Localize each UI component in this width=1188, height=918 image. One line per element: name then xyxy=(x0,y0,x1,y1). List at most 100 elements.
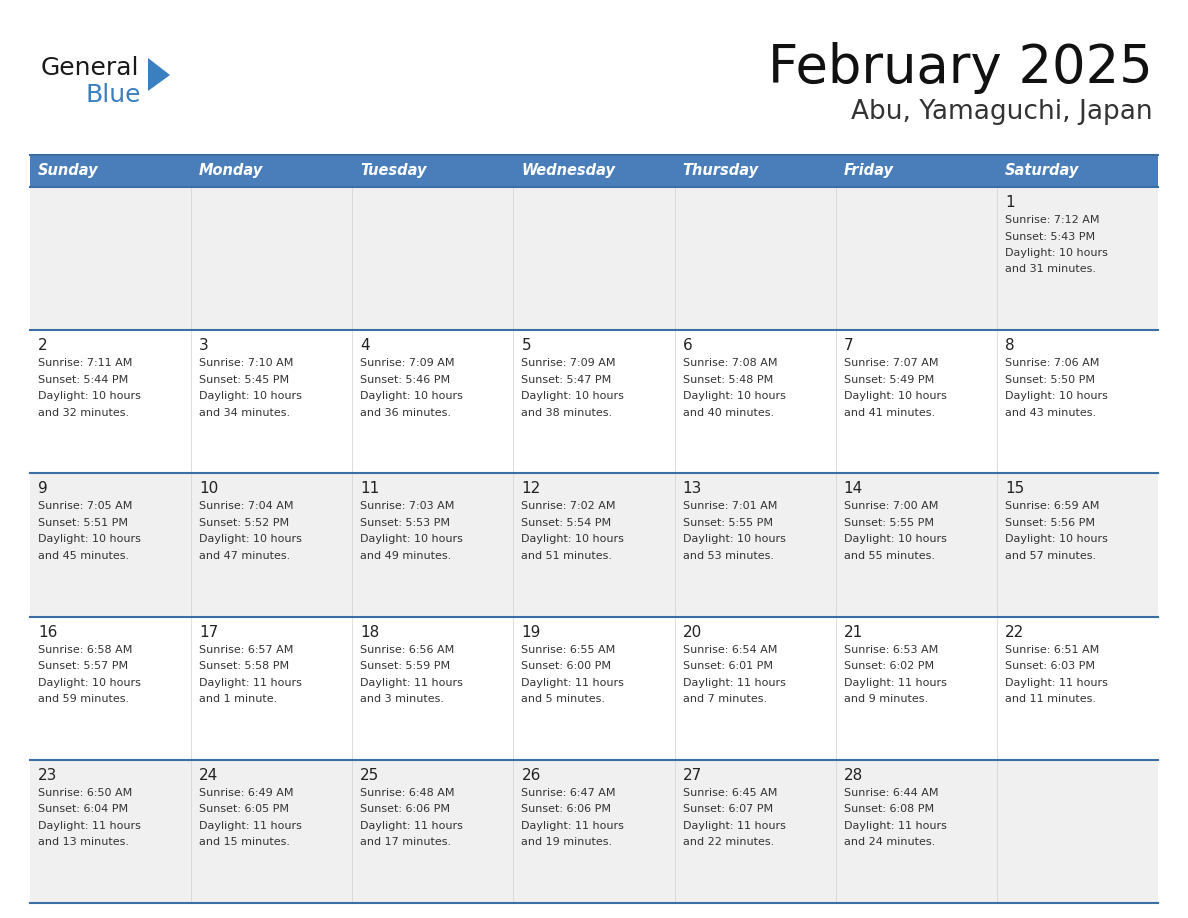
Text: 13: 13 xyxy=(683,481,702,497)
Text: and 45 minutes.: and 45 minutes. xyxy=(38,551,129,561)
Text: 12: 12 xyxy=(522,481,541,497)
Text: Daylight: 10 hours: Daylight: 10 hours xyxy=(683,391,785,401)
Text: Daylight: 10 hours: Daylight: 10 hours xyxy=(38,534,141,544)
Text: Sunset: 6:07 PM: Sunset: 6:07 PM xyxy=(683,804,772,814)
Text: and 43 minutes.: and 43 minutes. xyxy=(1005,408,1097,418)
Text: Daylight: 10 hours: Daylight: 10 hours xyxy=(1005,534,1107,544)
Text: Sunrise: 7:08 AM: Sunrise: 7:08 AM xyxy=(683,358,777,368)
Text: Sunrise: 6:51 AM: Sunrise: 6:51 AM xyxy=(1005,644,1099,655)
Bar xyxy=(191,155,353,187)
Text: and 9 minutes.: and 9 minutes. xyxy=(843,694,928,704)
Text: 6: 6 xyxy=(683,338,693,353)
Text: Sunset: 5:46 PM: Sunset: 5:46 PM xyxy=(360,375,450,385)
Bar xyxy=(513,155,675,187)
Text: and 34 minutes.: and 34 minutes. xyxy=(200,408,290,418)
Text: 3: 3 xyxy=(200,338,209,353)
Text: Sunrise: 6:47 AM: Sunrise: 6:47 AM xyxy=(522,788,615,798)
Text: Sunset: 6:06 PM: Sunset: 6:06 PM xyxy=(522,804,612,814)
Text: Daylight: 10 hours: Daylight: 10 hours xyxy=(683,534,785,544)
Text: and 31 minutes.: and 31 minutes. xyxy=(1005,264,1095,274)
Text: Sunrise: 6:49 AM: Sunrise: 6:49 AM xyxy=(200,788,293,798)
Text: Sunrise: 7:01 AM: Sunrise: 7:01 AM xyxy=(683,501,777,511)
Bar xyxy=(30,617,1158,760)
Text: Friday: Friday xyxy=(843,163,893,178)
Text: 8: 8 xyxy=(1005,338,1015,353)
Text: Daylight: 11 hours: Daylight: 11 hours xyxy=(360,677,463,688)
Text: Daylight: 11 hours: Daylight: 11 hours xyxy=(843,677,947,688)
Text: 10: 10 xyxy=(200,481,219,497)
Bar xyxy=(835,155,997,187)
Text: Daylight: 10 hours: Daylight: 10 hours xyxy=(200,534,302,544)
Text: Daylight: 11 hours: Daylight: 11 hours xyxy=(522,677,625,688)
Bar xyxy=(675,155,835,187)
Text: Sunday: Sunday xyxy=(38,163,99,178)
Text: and 36 minutes.: and 36 minutes. xyxy=(360,408,451,418)
Text: Sunset: 6:05 PM: Sunset: 6:05 PM xyxy=(200,804,289,814)
Text: February 2025: February 2025 xyxy=(769,42,1154,94)
Text: Daylight: 10 hours: Daylight: 10 hours xyxy=(843,391,947,401)
Text: Sunset: 6:01 PM: Sunset: 6:01 PM xyxy=(683,661,772,671)
Text: Saturday: Saturday xyxy=(1005,163,1079,178)
Text: Sunset: 5:43 PM: Sunset: 5:43 PM xyxy=(1005,231,1095,241)
Text: Sunrise: 6:44 AM: Sunrise: 6:44 AM xyxy=(843,788,939,798)
Text: Daylight: 10 hours: Daylight: 10 hours xyxy=(200,391,302,401)
Text: Sunrise: 7:00 AM: Sunrise: 7:00 AM xyxy=(843,501,939,511)
Text: and 47 minutes.: and 47 minutes. xyxy=(200,551,290,561)
Text: Sunset: 5:51 PM: Sunset: 5:51 PM xyxy=(38,518,128,528)
Text: and 7 minutes.: and 7 minutes. xyxy=(683,694,766,704)
Text: Sunrise: 7:09 AM: Sunrise: 7:09 AM xyxy=(360,358,455,368)
Text: Sunrise: 7:04 AM: Sunrise: 7:04 AM xyxy=(200,501,293,511)
Text: Sunset: 5:52 PM: Sunset: 5:52 PM xyxy=(200,518,289,528)
Text: and 57 minutes.: and 57 minutes. xyxy=(1005,551,1097,561)
Text: Sunset: 6:02 PM: Sunset: 6:02 PM xyxy=(843,661,934,671)
Text: General: General xyxy=(40,56,139,80)
Bar xyxy=(30,155,191,187)
Text: Sunrise: 7:07 AM: Sunrise: 7:07 AM xyxy=(843,358,939,368)
Text: Sunset: 6:06 PM: Sunset: 6:06 PM xyxy=(360,804,450,814)
Text: Daylight: 10 hours: Daylight: 10 hours xyxy=(360,534,463,544)
Text: and 17 minutes.: and 17 minutes. xyxy=(360,837,451,847)
Text: 15: 15 xyxy=(1005,481,1024,497)
Text: and 55 minutes.: and 55 minutes. xyxy=(843,551,935,561)
Bar xyxy=(30,330,1158,474)
Text: Sunset: 5:50 PM: Sunset: 5:50 PM xyxy=(1005,375,1095,385)
Text: and 22 minutes.: and 22 minutes. xyxy=(683,837,773,847)
Text: 9: 9 xyxy=(38,481,48,497)
Text: Sunrise: 7:12 AM: Sunrise: 7:12 AM xyxy=(1005,215,1099,225)
Text: 22: 22 xyxy=(1005,624,1024,640)
Text: Sunrise: 6:53 AM: Sunrise: 6:53 AM xyxy=(843,644,939,655)
Text: and 13 minutes.: and 13 minutes. xyxy=(38,837,129,847)
Text: Daylight: 10 hours: Daylight: 10 hours xyxy=(522,391,625,401)
Bar xyxy=(353,155,513,187)
Text: Sunset: 5:44 PM: Sunset: 5:44 PM xyxy=(38,375,128,385)
Text: Sunset: 5:58 PM: Sunset: 5:58 PM xyxy=(200,661,289,671)
Text: Sunset: 6:08 PM: Sunset: 6:08 PM xyxy=(843,804,934,814)
Text: Daylight: 11 hours: Daylight: 11 hours xyxy=(200,821,302,831)
Text: Sunrise: 7:10 AM: Sunrise: 7:10 AM xyxy=(200,358,293,368)
Text: Sunrise: 7:09 AM: Sunrise: 7:09 AM xyxy=(522,358,615,368)
Text: 17: 17 xyxy=(200,624,219,640)
Text: Sunrise: 7:06 AM: Sunrise: 7:06 AM xyxy=(1005,358,1099,368)
Text: Daylight: 10 hours: Daylight: 10 hours xyxy=(522,534,625,544)
Text: Sunset: 5:48 PM: Sunset: 5:48 PM xyxy=(683,375,773,385)
Text: Sunset: 5:57 PM: Sunset: 5:57 PM xyxy=(38,661,128,671)
Text: Sunrise: 6:55 AM: Sunrise: 6:55 AM xyxy=(522,644,615,655)
Text: Daylight: 11 hours: Daylight: 11 hours xyxy=(1005,677,1107,688)
Text: 27: 27 xyxy=(683,767,702,783)
Text: Daylight: 10 hours: Daylight: 10 hours xyxy=(38,677,141,688)
Text: Abu, Yamaguchi, Japan: Abu, Yamaguchi, Japan xyxy=(852,99,1154,125)
Text: Sunrise: 7:05 AM: Sunrise: 7:05 AM xyxy=(38,501,132,511)
Bar xyxy=(30,474,1158,617)
Text: and 41 minutes.: and 41 minutes. xyxy=(843,408,935,418)
Text: Monday: Monday xyxy=(200,163,264,178)
Text: 21: 21 xyxy=(843,624,862,640)
Text: 28: 28 xyxy=(843,767,862,783)
Text: Sunrise: 7:11 AM: Sunrise: 7:11 AM xyxy=(38,358,132,368)
Text: Sunset: 5:55 PM: Sunset: 5:55 PM xyxy=(683,518,772,528)
Text: Daylight: 10 hours: Daylight: 10 hours xyxy=(1005,248,1107,258)
Text: 25: 25 xyxy=(360,767,379,783)
Text: 26: 26 xyxy=(522,767,541,783)
Text: 23: 23 xyxy=(38,767,57,783)
Text: Daylight: 11 hours: Daylight: 11 hours xyxy=(683,677,785,688)
Text: Sunset: 5:59 PM: Sunset: 5:59 PM xyxy=(360,661,450,671)
